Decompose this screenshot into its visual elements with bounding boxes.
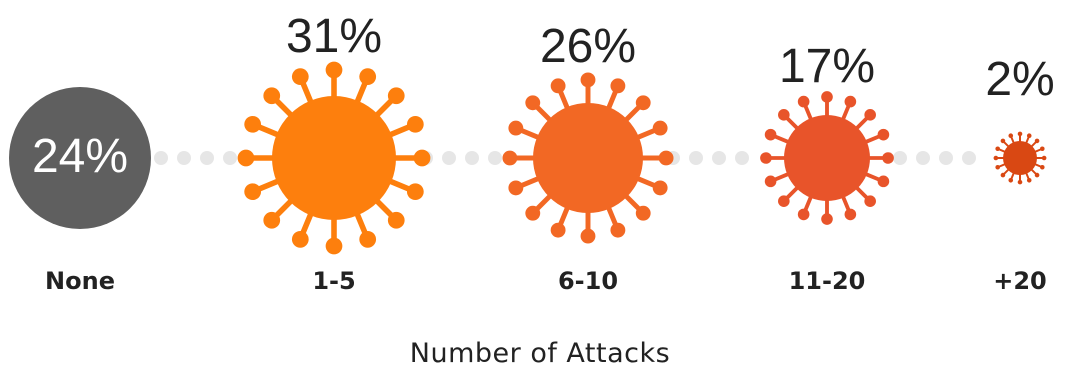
connector-dot-14 bbox=[939, 151, 953, 165]
connector-dot-5 bbox=[442, 151, 456, 165]
virus-icon-1 bbox=[237, 61, 431, 255]
category-label-2: 6-10 bbox=[558, 267, 618, 295]
value-label-1: 31% bbox=[286, 10, 382, 63]
connector-dot-2 bbox=[200, 151, 214, 165]
chart-marks bbox=[9, 61, 1047, 255]
connector-dot-9 bbox=[689, 151, 703, 165]
connector-dot-6 bbox=[465, 151, 479, 165]
value-label-3: 17% bbox=[779, 40, 875, 93]
connector-dot-12 bbox=[893, 151, 907, 165]
category-label-4: +20 bbox=[993, 267, 1047, 295]
connector-dot-0 bbox=[154, 151, 168, 165]
category-label-1: 1-5 bbox=[312, 267, 355, 295]
x-axis-label: Number of Attacks bbox=[410, 338, 670, 369]
connector-dot-1 bbox=[177, 151, 191, 165]
virus-icon-4 bbox=[993, 131, 1047, 185]
value-label-0: 24% bbox=[32, 130, 128, 183]
bubble-none bbox=[9, 87, 151, 229]
chart-labels: 24% None 31% 1-5 26% 6-10 17% 11-20 2% +20 bbox=[32, 10, 1055, 295]
virus-icon-2 bbox=[502, 72, 674, 244]
connector-dot-15 bbox=[962, 151, 976, 165]
virus-icon-3 bbox=[760, 91, 894, 225]
category-label-0: None bbox=[45, 267, 115, 295]
category-label-3: 11-20 bbox=[789, 267, 866, 295]
connector-dot-11 bbox=[735, 151, 749, 165]
connector-dot-10 bbox=[712, 151, 726, 165]
value-label-4: 2% bbox=[985, 53, 1054, 106]
connector-dot-13 bbox=[916, 151, 930, 165]
connector-dot-3 bbox=[223, 151, 237, 165]
connector-dot-7 bbox=[488, 151, 502, 165]
value-label-2: 26% bbox=[540, 20, 636, 73]
